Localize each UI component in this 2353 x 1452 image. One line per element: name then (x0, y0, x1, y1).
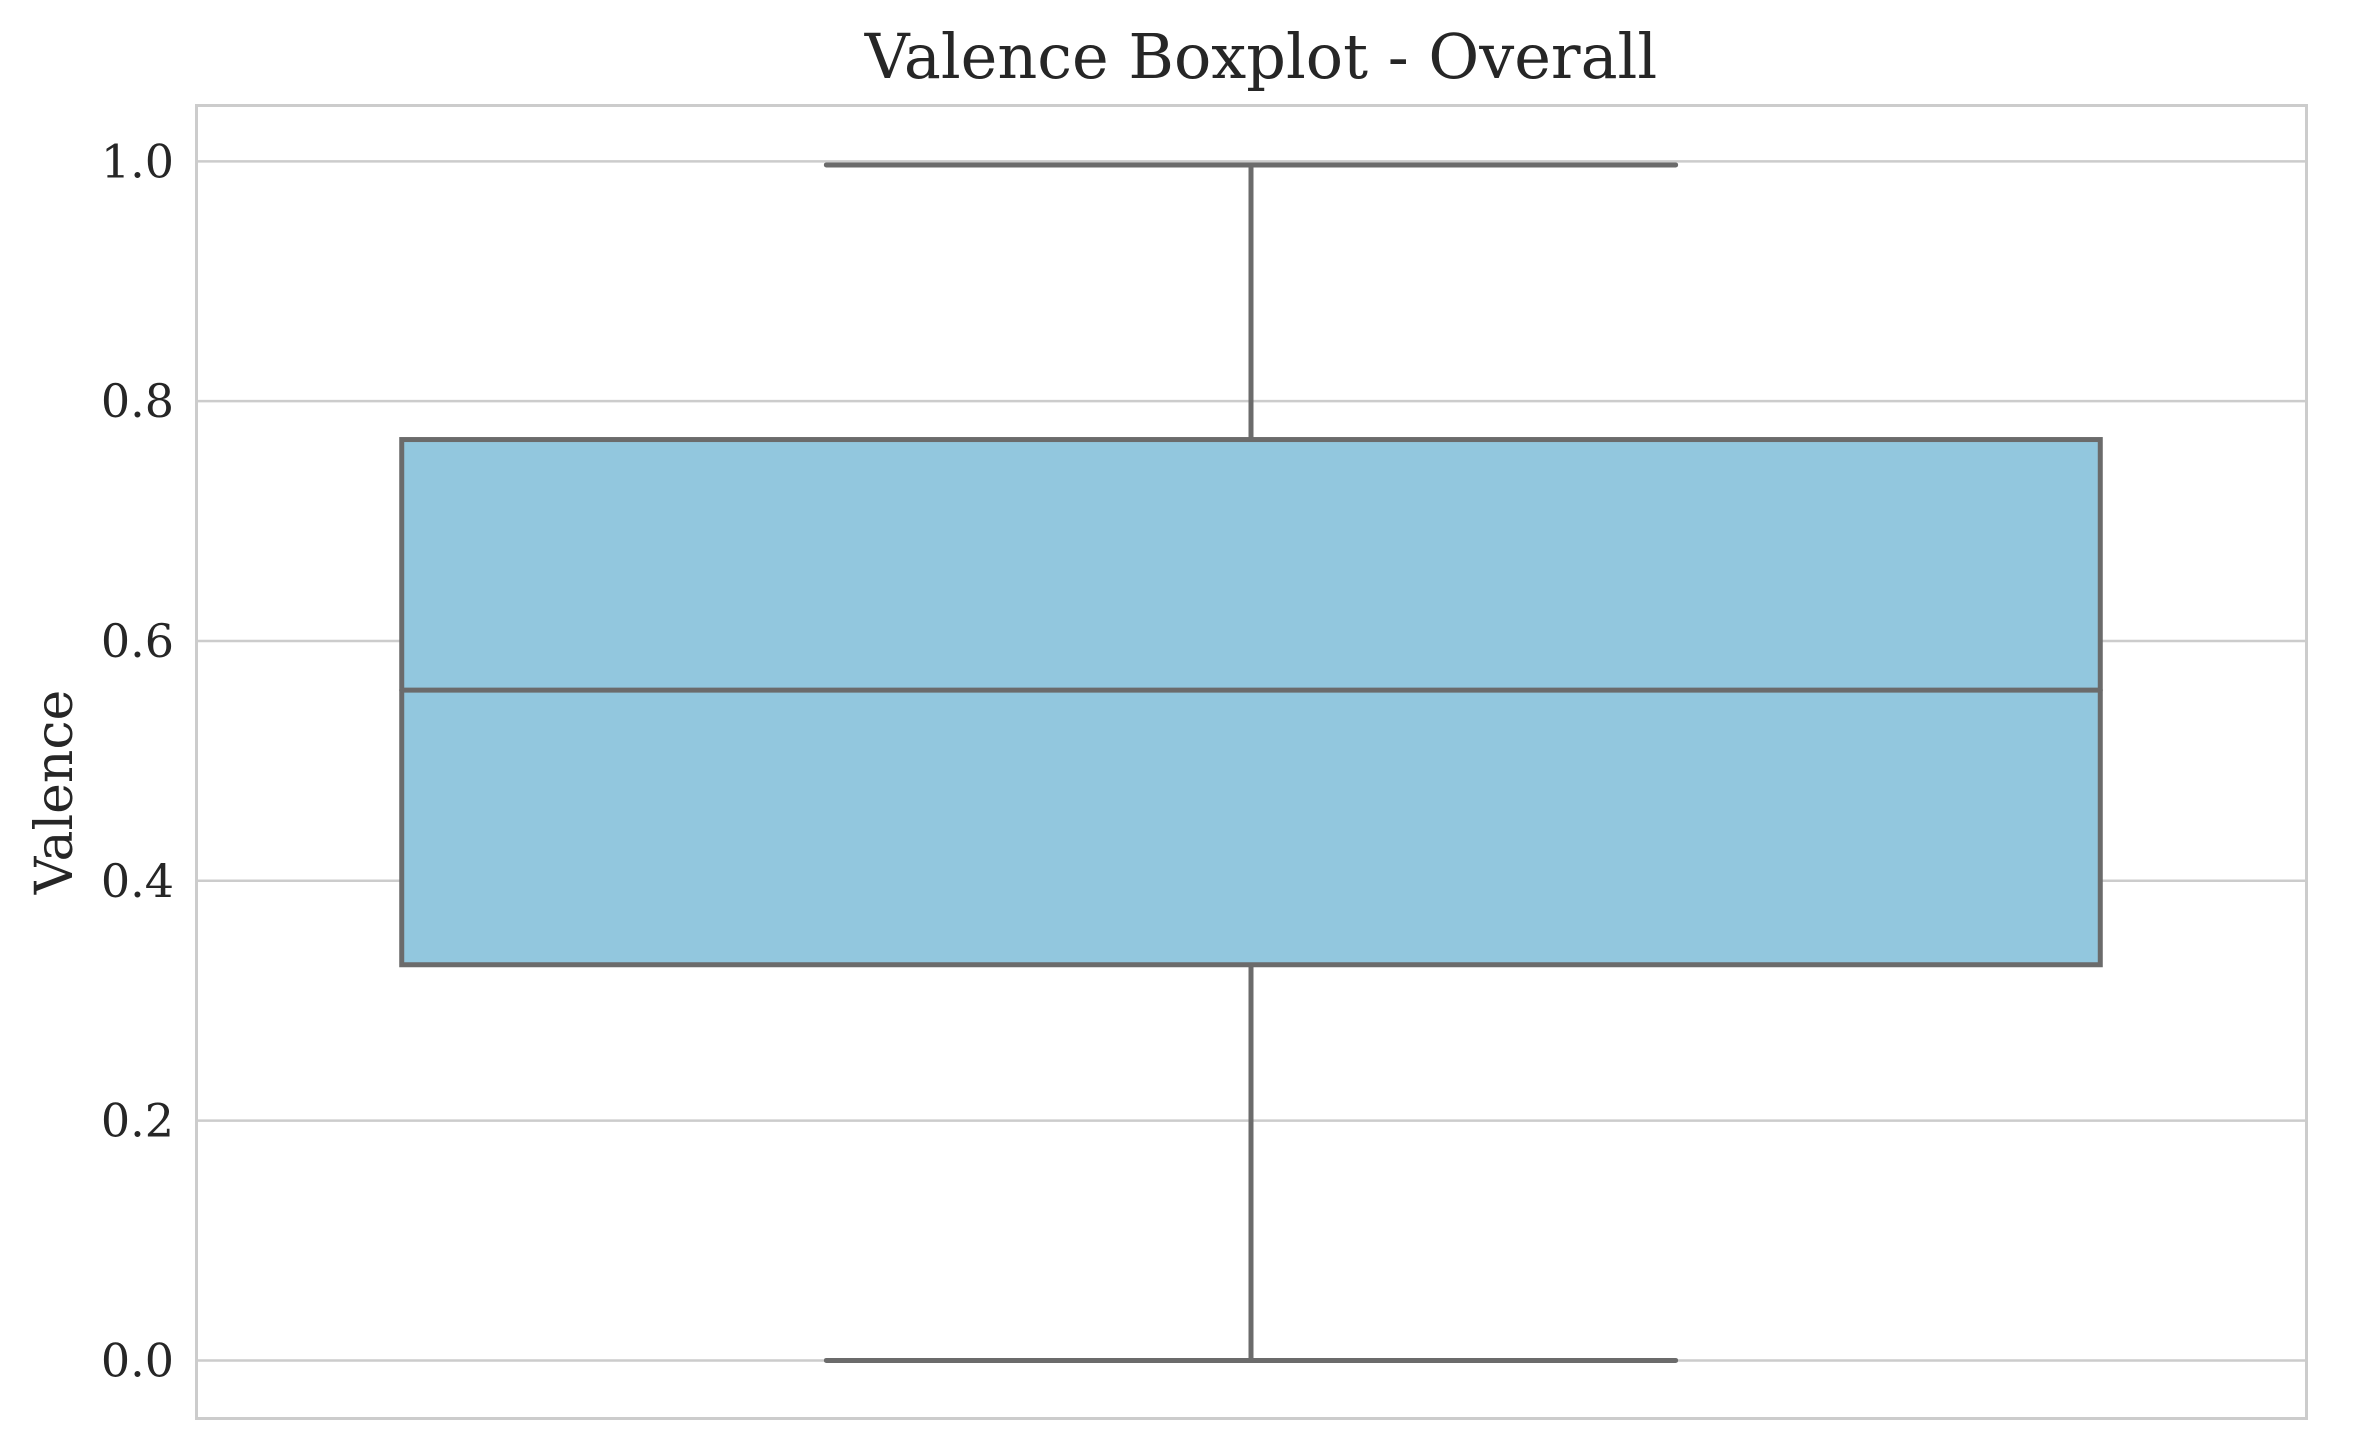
y-tick-label-5: 1.0 (101, 134, 174, 188)
y-tick-label-1: 0.2 (101, 1094, 174, 1148)
chart-title: Valence Boxplot - Overall (864, 20, 1657, 93)
y-tick-label-2: 0.4 (101, 854, 174, 908)
y-tick-label-3: 0.6 (101, 614, 174, 668)
iqr-box (399, 437, 2103, 968)
y-tick-labels: 0.0 0.2 0.4 0.6 0.8 1.0 (101, 134, 174, 1387)
y-axis-label: Valence (25, 690, 85, 896)
y-tick-label-4: 0.8 (101, 374, 174, 428)
plot-frame (195, 104, 2308, 1420)
y-tick-label-0: 0.0 (101, 1333, 174, 1387)
boxplot (399, 162, 2103, 1363)
